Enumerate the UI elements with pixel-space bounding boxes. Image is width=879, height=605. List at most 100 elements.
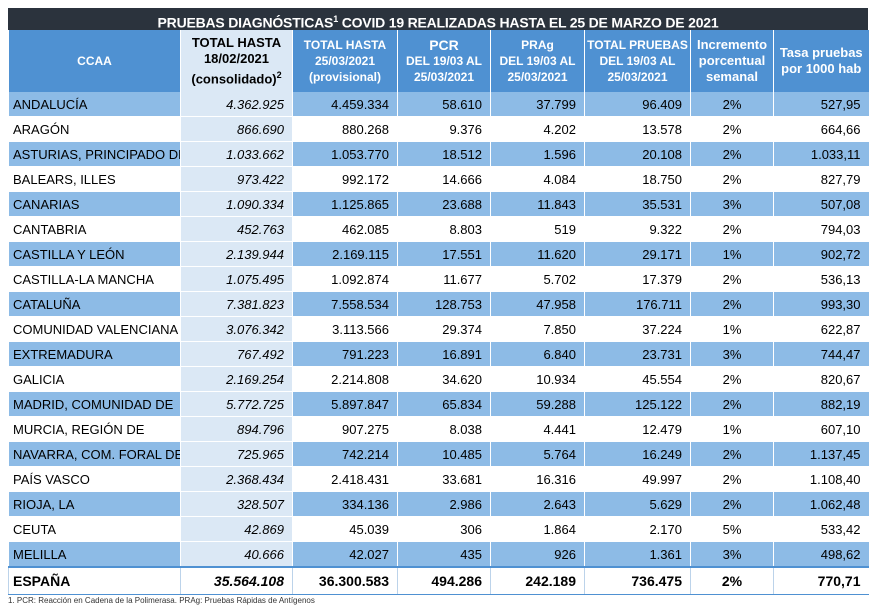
cell-value: 3% (690, 341, 774, 367)
header-line: 25/03/2021 (507, 70, 568, 84)
region-name: PAÍS VASCO (8, 466, 181, 492)
region-name: RIOJA, LA (8, 491, 181, 517)
header-footnote-marker: 2 (276, 69, 282, 80)
cell-value: 5.772.725 (180, 391, 293, 417)
cell-value: 6.840 (490, 341, 585, 367)
header-line: DEL 19/03 AL (405, 54, 483, 68)
cell-value: 2.169.115 (292, 241, 398, 267)
cell-value: 5.897.847 (292, 391, 398, 417)
header-line: Tasa pruebas (779, 45, 863, 60)
table-row: CANARIAS 1.090.334 1.125.865 23.688 11.843 35… (8, 191, 869, 217)
cell-value: 42.027 (292, 541, 398, 568)
cell-value: 1.090.334 (180, 191, 293, 217)
cell-value: 3.113.566 (292, 316, 398, 342)
cell-value: 2.368.434 (180, 466, 293, 492)
column-header: TOTAL PRUEBAS DEL 19/03 AL 25/03/2021 (584, 30, 691, 92)
cell-value: 14.666 (397, 166, 491, 192)
cell-value: 10.934 (490, 366, 585, 392)
cell-value: 973.422 (180, 166, 293, 192)
cell-value: 37.224 (584, 316, 691, 342)
cell-value: 2.418.431 (292, 466, 398, 492)
cell-value: 18.512 (397, 141, 491, 167)
table-row: COMUNIDAD VALENCIANA 3.076.342 3.113.566 29… (8, 316, 869, 342)
cell-value: 452.763 (180, 216, 293, 242)
cell-value: 1% (690, 241, 774, 267)
cell-value: 827,79 (773, 166, 869, 192)
region-name: CASTILLA-LA MANCHA (8, 266, 181, 292)
column-header: Tasa pruebas por 1000 hab (773, 30, 869, 92)
cell-value: 7.850 (490, 316, 585, 342)
header-line: TOTAL HASTA (191, 34, 282, 50)
cell-value: 12.479 (584, 416, 691, 442)
region-name: CANTABRIA (8, 216, 181, 242)
table-row: MURCIA, REGIÓN DE 894.796 907.275 8.038 4.44… (8, 416, 869, 442)
region-name: GALICIA (8, 366, 181, 392)
cell-value: 35.564.108 (180, 566, 293, 595)
cell-value: 5.764 (490, 441, 585, 467)
table-row: PAÍS VASCO 2.368.434 2.418.431 33.681 16.316… (8, 466, 869, 492)
cell-value: 2% (690, 466, 774, 492)
table-row: GALICIA 2.169.254 2.214.808 34.620 10.934 45.… (8, 366, 869, 392)
cell-value: 1.125.865 (292, 191, 398, 217)
cell-value: 1.864 (490, 516, 585, 542)
cell-value: 36.300.583 (292, 566, 398, 595)
cell-value: 20.108 (584, 141, 691, 167)
cell-value: 2% (690, 266, 774, 292)
cell-value: 993,30 (773, 291, 869, 317)
cell-value: 58.610 (397, 92, 491, 117)
cell-value: 13.578 (584, 116, 691, 142)
table-row: MELILLA 40.666 42.027 435 926 1.361 3% 498,62 (8, 541, 869, 568)
cell-value: 8.038 (397, 416, 491, 442)
cell-value: 2% (690, 116, 774, 142)
header-line: PCR (429, 37, 459, 53)
region-name: ARAGÓN (8, 116, 181, 142)
column-header: TOTAL HASTA 25/03/2021 (provisional) (292, 30, 398, 92)
cell-value: 306 (397, 516, 491, 542)
region-name: MADRID, COMUNIDAD DE (8, 391, 181, 417)
cell-value: 334.136 (292, 491, 398, 517)
cell-value: 5% (690, 516, 774, 542)
cell-value: 7.558.534 (292, 291, 398, 317)
cell-value: 4.362.925 (180, 92, 293, 117)
cell-value: 17.551 (397, 241, 491, 267)
cell-value: 1.108,40 (773, 466, 869, 492)
cell-value: 607,10 (773, 416, 869, 442)
region-name: BALEARS, ILLES (8, 166, 181, 192)
table-row: RIOJA, LA 328.507 334.136 2.986 2.643 5.629 2%… (8, 491, 869, 517)
cell-value: 16.891 (397, 341, 491, 367)
cell-value: 7.381.823 (180, 291, 293, 317)
header-line: DEL 19/03 AL (599, 54, 676, 68)
region-name: ASTURIAS, PRINCIPADO DE (8, 141, 181, 167)
table-row: CASTILLA-LA MANCHA 1.075.495 1.092.874 11.6… (8, 266, 869, 292)
cell-value: 894.796 (180, 416, 293, 442)
header-row: CCAA TOTAL HASTA 18/02/2021 (consolidado)2 T… (8, 30, 869, 92)
cell-value: 1.033,11 (773, 141, 869, 167)
cell-value: 536,13 (773, 266, 869, 292)
cell-value: 47.958 (490, 291, 585, 317)
cell-value: 622,87 (773, 316, 869, 342)
cell-value: 902,72 (773, 241, 869, 267)
cell-value: 18.750 (584, 166, 691, 192)
cell-value: 4.084 (490, 166, 585, 192)
region-name: MURCIA, REGIÓN DE (8, 416, 181, 442)
cell-value: 16.316 (490, 466, 585, 492)
cell-value: 10.485 (397, 441, 491, 467)
cell-value: 42.869 (180, 516, 293, 542)
cell-value: 736.475 (584, 566, 691, 595)
cell-value: 11.677 (397, 266, 491, 292)
cell-value: 992.172 (292, 166, 398, 192)
header-line: 25/03/2021 (314, 54, 376, 68)
cell-value: 33.681 (397, 466, 491, 492)
cell-value: 2% (690, 216, 774, 242)
cell-value: 16.249 (584, 441, 691, 467)
cell-value: 9.322 (584, 216, 691, 242)
cell-value: 29.171 (584, 241, 691, 267)
region-name: CEUTA (8, 516, 181, 542)
cell-value: 5.702 (490, 266, 585, 292)
cell-value: 507,08 (773, 191, 869, 217)
region-name: CANARIAS (8, 191, 181, 217)
cell-value: 9.376 (397, 116, 491, 142)
cell-value: 880.268 (292, 116, 398, 142)
title-text-rest: COVID 19 REALIZADAS HASTA EL 25 DE MARZO… (338, 14, 719, 31)
cell-value: 29.374 (397, 316, 491, 342)
